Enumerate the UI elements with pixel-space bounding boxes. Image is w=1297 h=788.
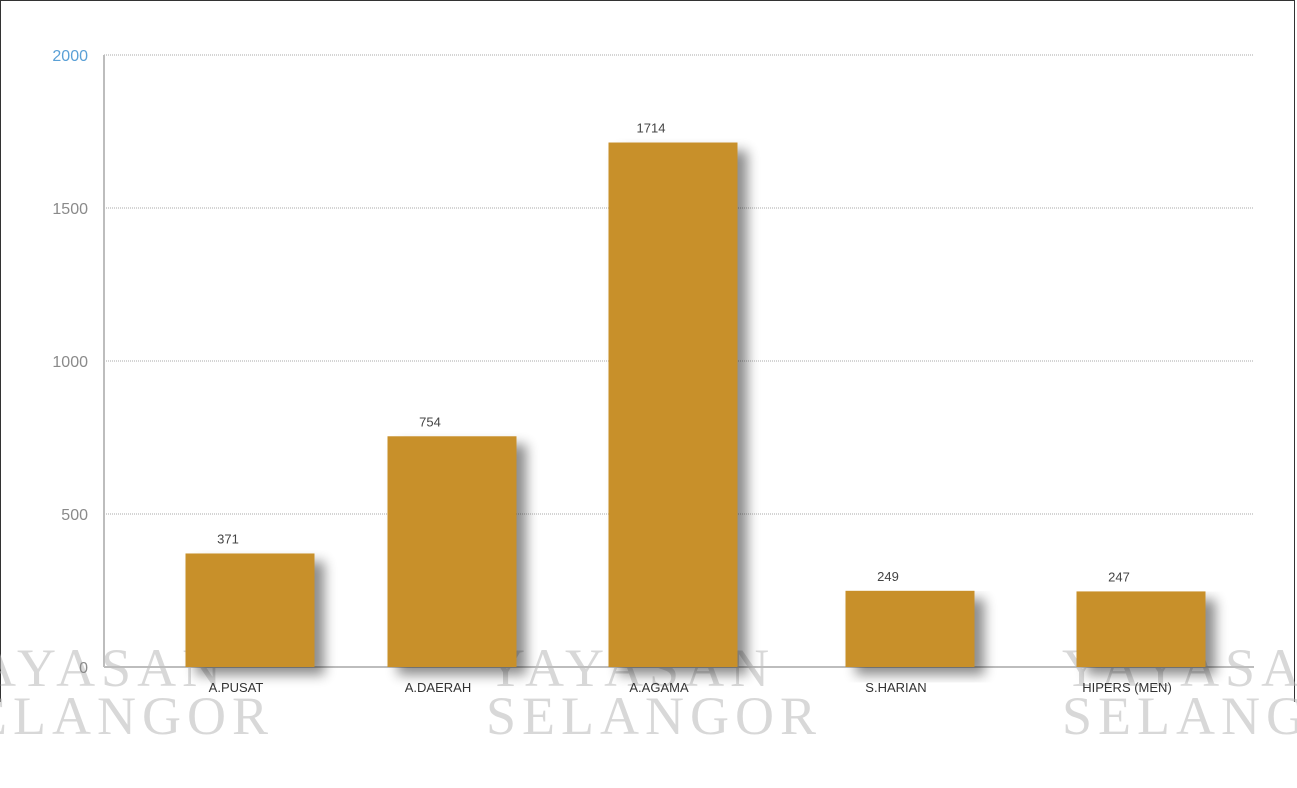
x-tick-label: A.AGAMA [629,680,689,695]
x-tick-label: A.DAERAH [405,680,471,695]
x-tick-label: A.PUSAT [209,680,264,695]
bar [387,436,517,667]
chart-frame [0,0,1295,702]
data-label: 371 [217,531,239,546]
y-tick-label: 0 [79,660,88,677]
bar [608,142,738,668]
bar-chart: 0 500 1000 1500 2000 371 A.PUSAT 754 A.DAERAH 171… [52,48,1254,695]
data-label: 249 [877,569,899,584]
x-tick-label: HIPERS (MEN) [1082,680,1172,695]
y-tick-label: 500 [61,507,88,524]
bar [185,553,315,667]
y-tick-label: 1500 [52,201,88,218]
bar [845,590,975,667]
bars [185,142,1206,668]
y-tick-label: 2000 [52,48,88,65]
y-tick-label: 1000 [52,354,88,371]
data-label: 1714 [637,121,666,136]
labels: 0 500 1000 1500 2000 371 A.PUSAT 754 A.DAERAH 171… [52,48,1171,695]
data-label: 247 [1108,569,1130,584]
data-label: 754 [419,414,441,429]
x-tick-label: S.HARIAN [865,680,926,695]
bar [1076,591,1206,667]
